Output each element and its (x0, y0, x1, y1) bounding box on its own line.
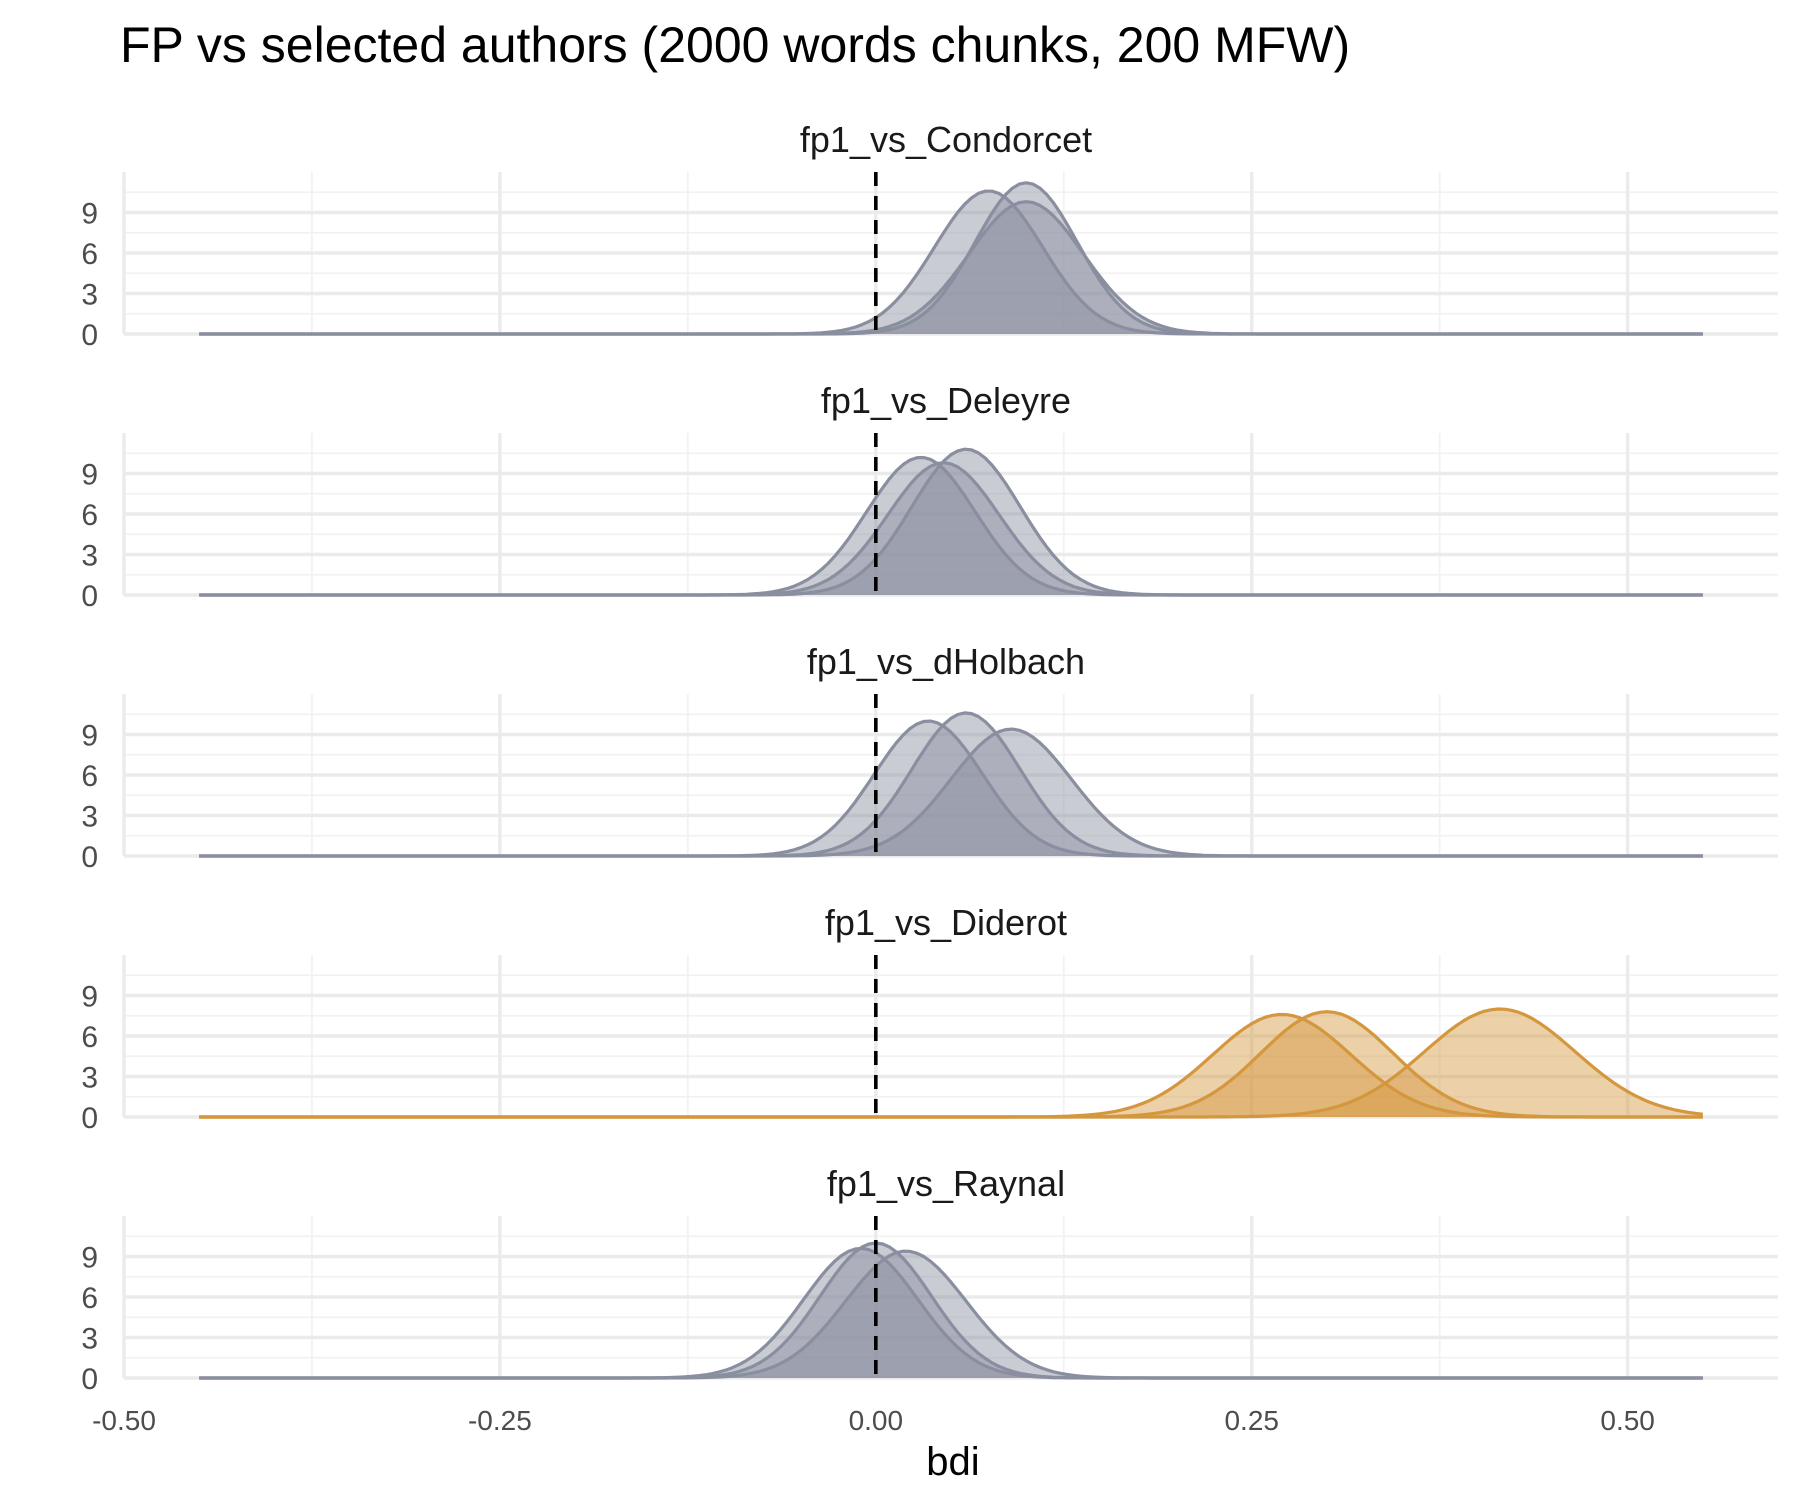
y-tick-label: 9 (81, 198, 98, 231)
x-axis: -0.50 -0.25 0.00 0.25 0.50 (92, 1405, 1655, 1436)
density-line (199, 727, 1703, 858)
y-tick-label: 3 (81, 540, 98, 573)
facet-panel: fp1_vs_dHolbach 0 3 6 9 (81, 641, 1778, 874)
density-area (199, 191, 1703, 334)
y-tick-label: 6 (81, 760, 98, 793)
facet-strip-label: fp1_vs_Deleyre (821, 380, 1071, 421)
density-area (199, 1011, 1703, 1117)
x-tick-label: 0.00 (849, 1405, 904, 1436)
chart-title: FP vs selected authors (2000 words chunk… (120, 17, 1350, 73)
y-tick-label: 0 (81, 1102, 98, 1135)
density-area (199, 1243, 1703, 1378)
y-tick-label: 6 (81, 1282, 98, 1315)
density-area (199, 182, 1703, 334)
facet-panel: fp1_vs_Condorcet 0 3 6 9 (81, 119, 1778, 352)
x-tick-label: 0.25 (1224, 1405, 1279, 1436)
density-area (199, 729, 1703, 856)
density-area (199, 712, 1703, 856)
facet-panel: fp1_vs_Deleyre 0 3 6 9 (81, 380, 1778, 613)
density-line (199, 1249, 1703, 1380)
y-tick-label: 3 (81, 1323, 98, 1356)
y-tick-label: 0 (81, 841, 98, 874)
facet-strip-label: fp1_vs_Diderot (825, 902, 1067, 943)
density-area (199, 1251, 1703, 1378)
y-tick-label: 9 (81, 720, 98, 753)
x-tick-label: -0.50 (92, 1405, 156, 1436)
y-tick-label: 9 (81, 459, 98, 492)
y-tick-label: 6 (81, 499, 98, 532)
x-axis-label: bdi (926, 1440, 979, 1484)
density-area (199, 1248, 1703, 1378)
density-line (199, 1007, 1703, 1119)
density-area (199, 449, 1703, 595)
density-area (199, 201, 1703, 334)
y-tick-label: 6 (81, 238, 98, 271)
density-area (199, 462, 1703, 595)
y-tick-label: 9 (81, 1242, 98, 1275)
y-tick-label: 3 (81, 279, 98, 312)
facet-panel: fp1_vs_Raynal 0 3 6 9 (81, 1163, 1778, 1396)
y-tick-label: 0 (81, 319, 98, 352)
facet-panels: fp1_vs_Condorcet0369fp1_vs_Deleyre0369fp… (81, 119, 1778, 1396)
density-line (199, 181, 1703, 336)
facet-strip-label: fp1_vs_Raynal (827, 1163, 1065, 1204)
y-tick-label: 0 (81, 580, 98, 613)
density-area (199, 1014, 1703, 1117)
density-area (199, 721, 1703, 856)
y-tick-label: 0 (81, 1363, 98, 1396)
y-tick-label: 3 (81, 1062, 98, 1095)
density-area (199, 457, 1703, 595)
facet-strip-label: fp1_vs_dHolbach (807, 641, 1085, 682)
x-tick-label: -0.25 (468, 1405, 532, 1436)
y-tick-label: 9 (81, 981, 98, 1014)
y-tick-label: 6 (81, 1021, 98, 1054)
y-tick-label: 3 (81, 801, 98, 834)
facet-panel: fp1_vs_Diderot 0 3 6 9 (81, 902, 1778, 1135)
density-area (199, 1009, 1703, 1117)
facet-strip-label: fp1_vs_Condorcet (800, 119, 1092, 160)
x-tick-label: 0.50 (1600, 1405, 1655, 1436)
density-line (199, 447, 1703, 597)
